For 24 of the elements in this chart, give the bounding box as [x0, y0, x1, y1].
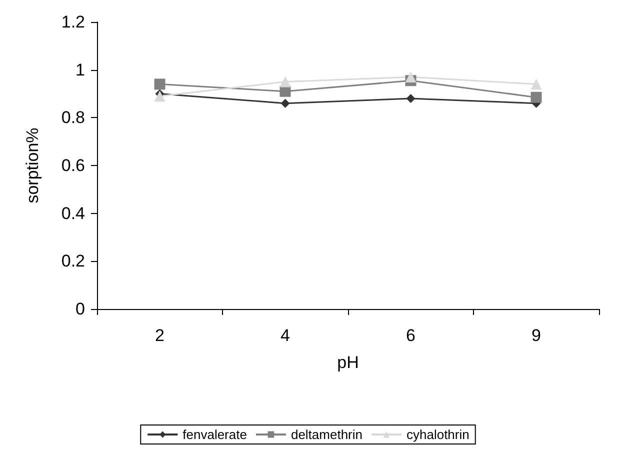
point: [530, 78, 542, 90]
point: [530, 92, 542, 103]
x-tick-label: 2: [155, 326, 164, 345]
point: [406, 94, 416, 104]
y-tick-label: 0.6: [61, 156, 85, 175]
y-tick-label: 0.2: [61, 252, 85, 271]
legend-label: deltamethrin: [290, 427, 363, 442]
legend-label: cyhalothrin: [406, 427, 470, 442]
x-tick-label: 6: [406, 326, 416, 345]
point: [280, 76, 291, 88]
point: [405, 72, 416, 83]
y-tick-label: 0.8: [61, 108, 85, 128]
point: [280, 98, 290, 108]
y-tick-label: 0.4: [61, 204, 85, 223]
x-axis-title: pH: [337, 353, 359, 372]
y-tick-label: 1.2: [61, 12, 85, 32]
x-tick-label: 4: [280, 326, 290, 345]
y-tick-label: 0: [76, 300, 85, 318]
y-axis-title: sorption%: [23, 128, 42, 204]
x-tick-label: 9: [532, 326, 541, 345]
y-tick-label: 1: [76, 60, 85, 80]
legend-label: fenvalerate: [182, 427, 247, 442]
point: [154, 90, 166, 102]
point: [154, 78, 166, 90]
